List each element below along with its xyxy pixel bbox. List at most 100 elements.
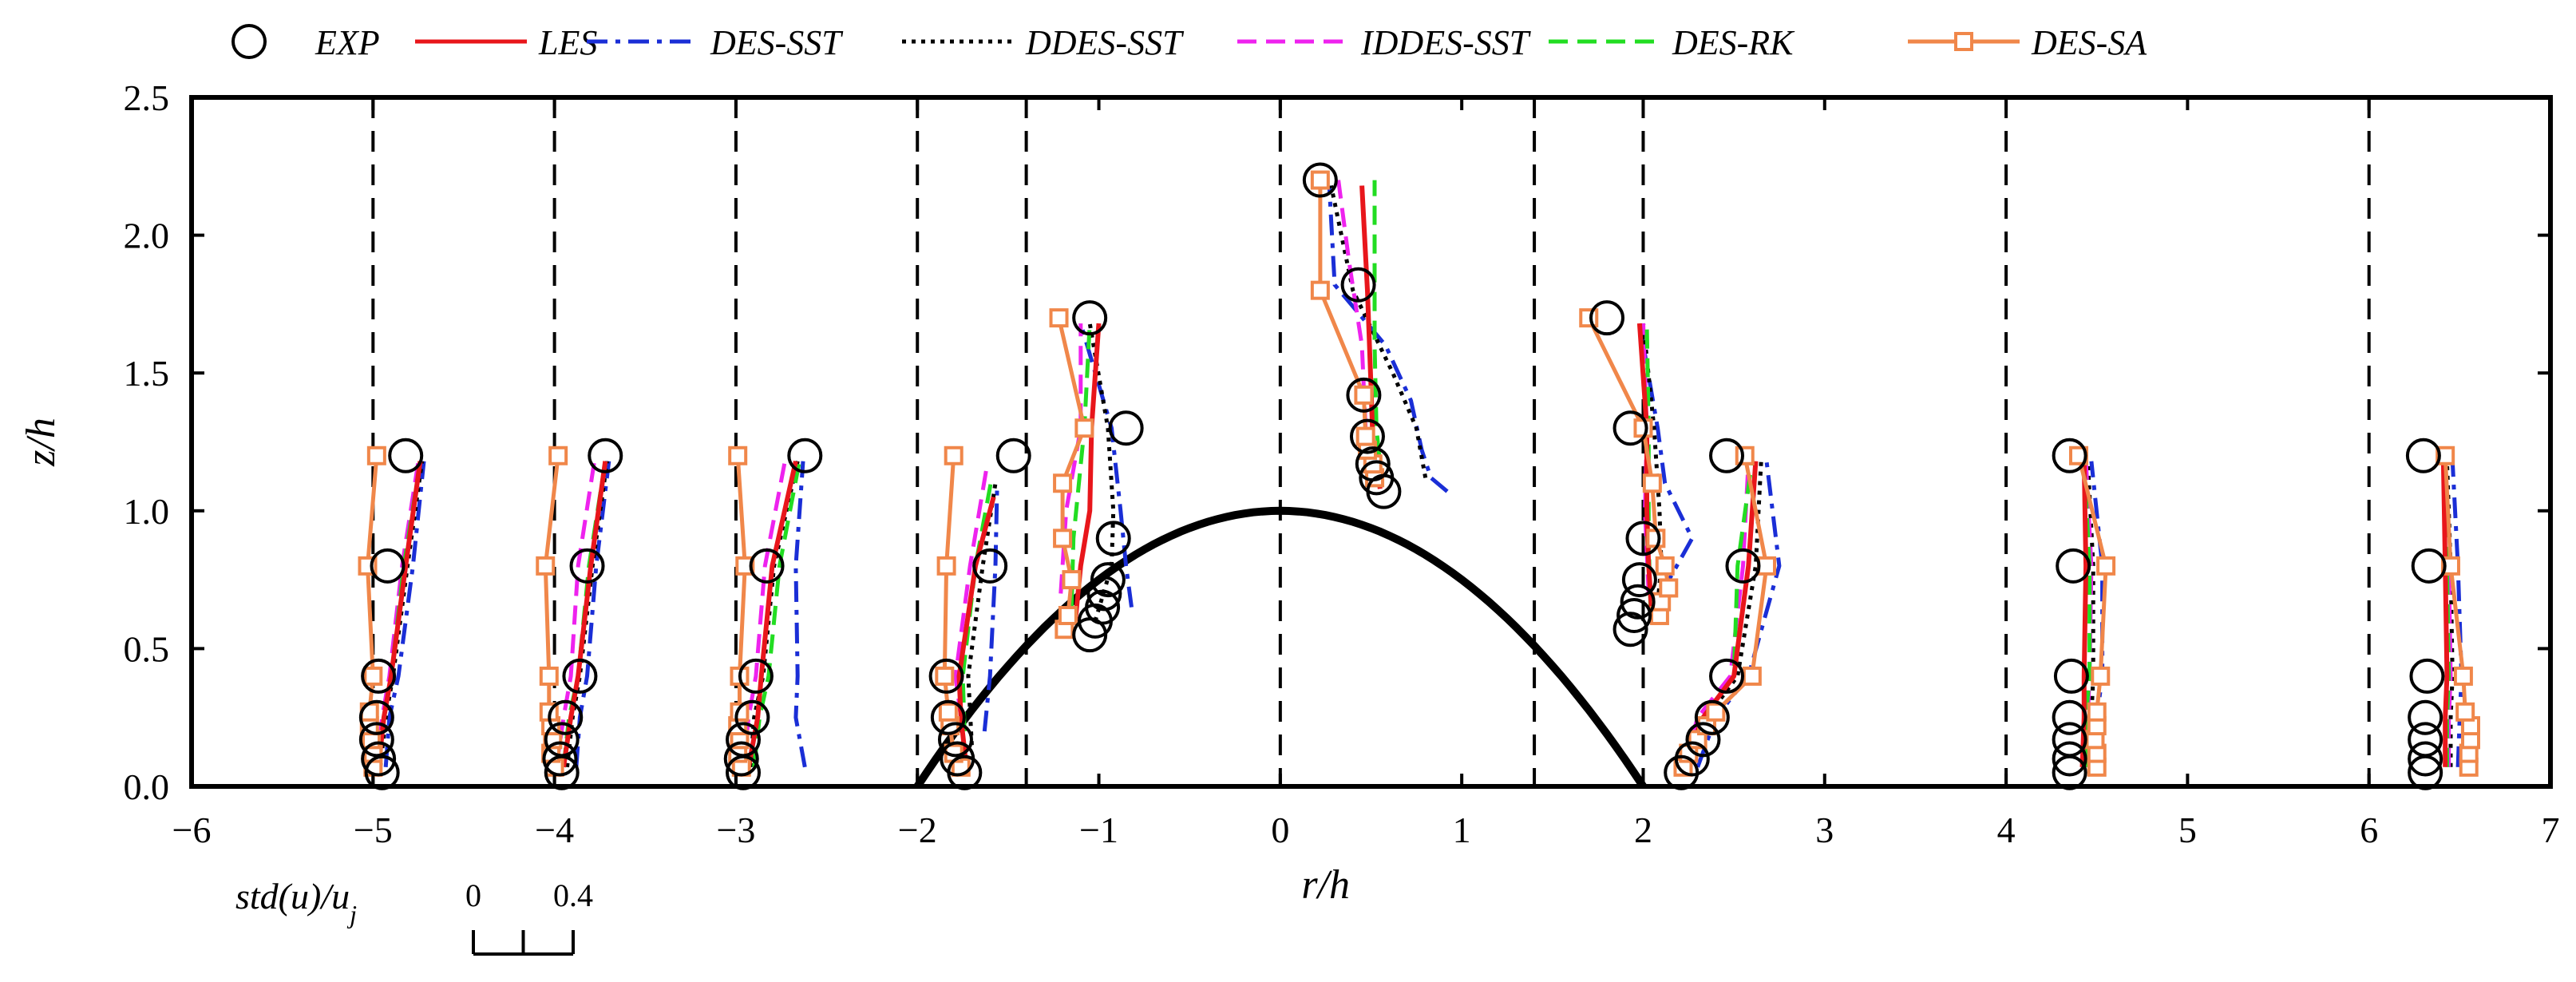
legend-label-iddes_sst: IDDES-SST <box>1360 23 1532 62</box>
x-tick-label-0: −6 <box>172 810 212 850</box>
profile-2 <box>723 438 823 790</box>
des-sa-marker-9-6 <box>2440 556 2460 576</box>
plot-area <box>358 97 2480 790</box>
des-sa-marker-6-6 <box>1633 418 1653 438</box>
des-sa-marker-1-7 <box>548 445 568 465</box>
des-sa-marker-4-2 <box>1062 570 1082 590</box>
des-sa-marker-1-6 <box>536 556 556 576</box>
des-sa-marker-9-4 <box>2455 702 2475 722</box>
exp-point-5-3 <box>1349 418 1385 454</box>
des-sa-marker-0-7 <box>366 445 386 465</box>
exp-point-5-1 <box>1359 460 1395 496</box>
series-des_sst-2 <box>793 461 807 768</box>
exp-point-7-1 <box>1674 741 1710 777</box>
exp-point-9-6 <box>2405 438 2441 473</box>
des-sa-marker-4-4 <box>1053 473 1073 493</box>
series-des_sst-6 <box>1637 323 1695 595</box>
series-les-9 <box>2440 461 2450 767</box>
exp-point-4-5 <box>1095 521 1131 556</box>
legend-marker-exp <box>231 24 267 59</box>
exp-point-6-2 <box>1620 584 1656 620</box>
series-les-6 <box>1636 323 1655 622</box>
profile-8 <box>2052 438 2116 790</box>
des-sa-marker-8-4 <box>2087 702 2107 722</box>
legend-label-ddes_sst: DDES-SST <box>1025 23 1185 62</box>
series-les-3 <box>956 496 996 768</box>
des-sa-marker-5-6 <box>1310 170 1330 190</box>
y-tick-label-4: 2.0 <box>124 216 170 256</box>
exp-point-2-5 <box>749 548 785 584</box>
legend-label-exp: EXP <box>315 23 380 62</box>
des-sa-marker-0-5 <box>363 666 383 686</box>
exp-point-7-4 <box>1709 658 1745 694</box>
exp-point-8-2 <box>2052 722 2087 758</box>
x-tick-label-13: 7 <box>2542 810 2560 850</box>
des-sa-marker-5-4 <box>1354 385 1374 405</box>
profile-3 <box>928 438 1031 790</box>
des-sa-marker-3-4 <box>935 666 955 686</box>
exp-point-0-6 <box>388 438 424 473</box>
des-sa-marker-7-6 <box>1757 556 1777 576</box>
exp-point-8-4 <box>2053 658 2089 694</box>
exp-point-7-6 <box>1709 438 1745 473</box>
exp-point-1-1 <box>542 741 578 777</box>
des-sa-marker-8-6 <box>2096 556 2116 576</box>
exp-point-2-6 <box>787 438 823 473</box>
exp-point-8-0 <box>2052 754 2087 790</box>
series-iddes_sst-3 <box>953 469 989 719</box>
exp-point-4-4 <box>1090 562 1126 598</box>
exp-point-4-6 <box>1108 410 1144 446</box>
exp-point-9-0 <box>2408 754 2443 790</box>
des-sa-marker-2-7 <box>728 445 748 465</box>
scale-bar-subscript: j <box>346 900 357 929</box>
des-sa-marker-4-3 <box>1053 529 1073 548</box>
axes: −6 −5 −4 −3 −2 −1 0 1 2 3 4 5 6 7 0.0 0.5 1.0 1.5 2.0 2.5 r/… <box>18 77 2560 908</box>
exp-point-4-7 <box>1072 300 1108 336</box>
x-tick-label-6: 0 <box>1271 810 1289 850</box>
exp-point-7-5 <box>1725 548 1761 584</box>
exp-point-5-5 <box>1340 267 1376 303</box>
series-des_sst-5 <box>1327 185 1449 493</box>
exp-point-3-3 <box>930 699 966 735</box>
series-ddes_sst-5 <box>1329 184 1428 478</box>
exp-point-7-3 <box>1694 699 1730 735</box>
exp-point-3-5 <box>972 548 1008 584</box>
series-des_rk-5 <box>1372 180 1384 484</box>
profile-1 <box>536 438 623 790</box>
des-sa-marker-8-5 <box>2091 666 2111 686</box>
x-axis-title: r/h <box>1301 862 1350 908</box>
exp-point-6-4 <box>1625 521 1661 556</box>
des-sa-marker-6-4 <box>1646 529 1666 548</box>
x-tick-label-3: −3 <box>716 810 755 850</box>
exp-point-7-2 <box>1685 722 1721 758</box>
exp-point-2-3 <box>734 699 770 735</box>
des-sa-marker-2-6 <box>735 556 755 576</box>
exp-point-8-1 <box>2052 741 2087 777</box>
des-sa-marker-7-4 <box>1706 702 1726 722</box>
legend-label-des_sst: DES-SST <box>710 23 844 62</box>
scale-bar-label-0: 0 <box>465 877 481 913</box>
series-iddes_sst-2 <box>741 461 787 768</box>
series-ddes_sst-4 <box>1087 323 1116 622</box>
exp-point-9-3 <box>2408 699 2443 735</box>
exp-point-0-4 <box>361 658 397 694</box>
exp-point-5-6 <box>1302 162 1338 198</box>
profile-0 <box>358 438 426 790</box>
series-des_rk-3 <box>960 477 994 732</box>
series-les-0 <box>376 461 423 768</box>
series-des_sst-0 <box>383 461 426 767</box>
y-tick-label-3: 1.5 <box>124 353 170 394</box>
exp-point-2-4 <box>738 658 774 694</box>
des-sa-marker-1-5 <box>539 666 559 686</box>
x-tick-label-10: 4 <box>1997 810 2016 850</box>
profile-4 <box>1049 300 1144 653</box>
x-tick-label-1: −5 <box>354 810 393 850</box>
des-sa-marker-6-5 <box>1642 473 1662 493</box>
exp-point-0-1 <box>361 741 397 777</box>
des-sa-marker-3-6 <box>944 445 964 465</box>
des-sa-marker-4-6 <box>1049 308 1069 328</box>
des-sa-marker-9-5 <box>2453 666 2473 686</box>
exp-point-6-6 <box>1589 300 1624 336</box>
exp-point-6-0 <box>1612 612 1648 647</box>
